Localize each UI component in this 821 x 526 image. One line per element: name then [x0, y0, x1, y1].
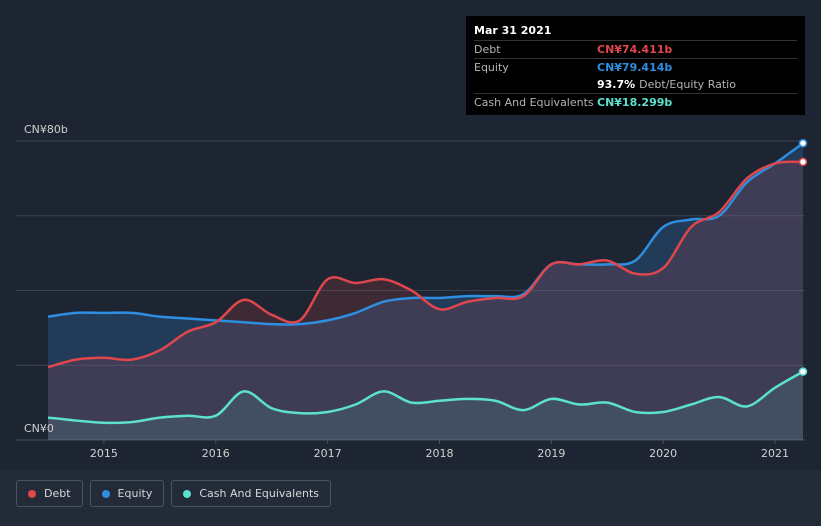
tooltip-row-debt: Debt CN¥74.411b — [474, 40, 797, 58]
x-tick-label: 2019 — [537, 447, 565, 460]
cash-dot-icon — [183, 489, 192, 498]
legend-equity-label: Equity — [117, 487, 153, 500]
x-tick-label: 2015 — [90, 447, 118, 460]
y-tick-label-max: CN¥80b — [24, 123, 68, 136]
x-tick-label: 2020 — [649, 447, 677, 460]
tooltip-row-equity: Equity CN¥79.414b — [474, 58, 797, 76]
legend-cash-label: Cash And Equivalents — [199, 487, 319, 500]
equity-area — [48, 143, 803, 440]
debt-endpoint — [798, 157, 808, 167]
tooltip-debt-label: Debt — [474, 43, 501, 56]
tooltip-row-ratio: 93.7% Debt/Equity Ratio — [474, 76, 797, 93]
tooltip-debt-value: CN¥74.411b — [597, 43, 673, 56]
tooltip-equity-value: CN¥79.414b — [597, 61, 673, 74]
tooltip-cash-value: CN¥18.299b — [597, 96, 673, 109]
cash-endpoint — [798, 367, 808, 376]
tooltip-row-cash: Cash And Equivalents CN¥18.299b — [474, 93, 797, 111]
tooltip-equity-label: Equity — [474, 61, 509, 74]
x-tick-label: 2016 — [202, 447, 230, 460]
equity-dot-icon — [101, 489, 110, 498]
legend-item-cash[interactable]: Cash And Equivalents — [171, 480, 331, 507]
tooltip-ratio-value: 93.7% — [597, 78, 636, 91]
tooltip-cash-label: Cash And Equivalents — [474, 96, 594, 109]
legend: Debt Equity Cash And Equivalents — [16, 480, 331, 507]
cash-line — [47, 370, 804, 425]
tooltip-date: Mar 31 2021 — [474, 24, 552, 37]
x-tick-label: 2017 — [314, 447, 342, 460]
x-tick-label: 2021 — [761, 447, 789, 460]
series-areas — [48, 143, 803, 440]
equity-endpoint — [798, 138, 808, 148]
debt-dot-icon — [28, 489, 36, 498]
equity-line — [47, 142, 804, 326]
legend-debt-label: Debt — [44, 487, 71, 500]
legend-item-debt[interactable]: Debt — [16, 480, 83, 507]
tooltip-ratio-label: Debt/Equity Ratio — [639, 78, 736, 91]
debt-area — [48, 161, 803, 440]
tooltip: Mar 31 2021 Debt CN¥74.411b Equity CN¥79… — [466, 16, 805, 115]
cash-area — [48, 371, 803, 440]
x-axis: 2015 2016 2017 2018 2019 2020 2021 — [90, 440, 789, 460]
legend-item-equity[interactable]: Equity — [89, 480, 165, 507]
y-tick-label-zero: CN¥0 — [24, 422, 54, 435]
series-endpoints — [798, 138, 808, 376]
debt-line — [47, 160, 804, 369]
series-lines — [47, 142, 804, 425]
x-tick-label: 2018 — [425, 447, 453, 460]
